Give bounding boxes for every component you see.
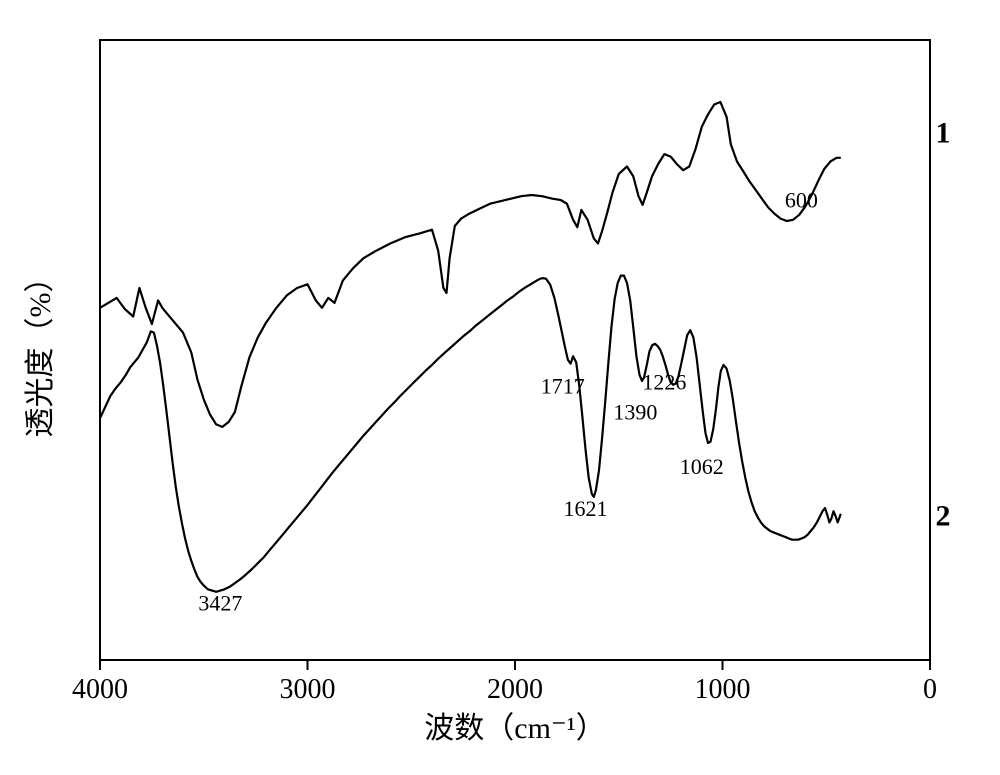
svg-text:3000: 3000 xyxy=(280,674,336,705)
peak-label: 1226 xyxy=(642,370,686,395)
svg-text:2000: 2000 xyxy=(487,674,543,705)
curve-label: 1 xyxy=(936,116,951,149)
peak-label: 1062 xyxy=(680,454,724,479)
peak-label: 1717 xyxy=(541,373,585,398)
peak-label: 3427 xyxy=(198,590,242,615)
curve-label: 2 xyxy=(936,499,951,532)
svg-text:1000: 1000 xyxy=(695,674,751,705)
chart-svg: 40003000200010000波数（cm⁻¹）透光度（%）600171712… xyxy=(0,0,1000,775)
svg-text:透光度（%）: 透光度（%） xyxy=(24,263,57,438)
svg-text:4000: 4000 xyxy=(72,674,128,705)
peak-label: 1390 xyxy=(613,399,657,424)
curve-2 xyxy=(100,276,841,592)
peak-label: 1621 xyxy=(564,496,608,521)
svg-text:波数（cm⁻¹）: 波数（cm⁻¹） xyxy=(424,712,605,745)
peak-label: 600 xyxy=(785,187,818,212)
ir-spectrum-chart: 40003000200010000波数（cm⁻¹）透光度（%）600171712… xyxy=(0,0,1000,775)
svg-text:0: 0 xyxy=(923,674,937,705)
